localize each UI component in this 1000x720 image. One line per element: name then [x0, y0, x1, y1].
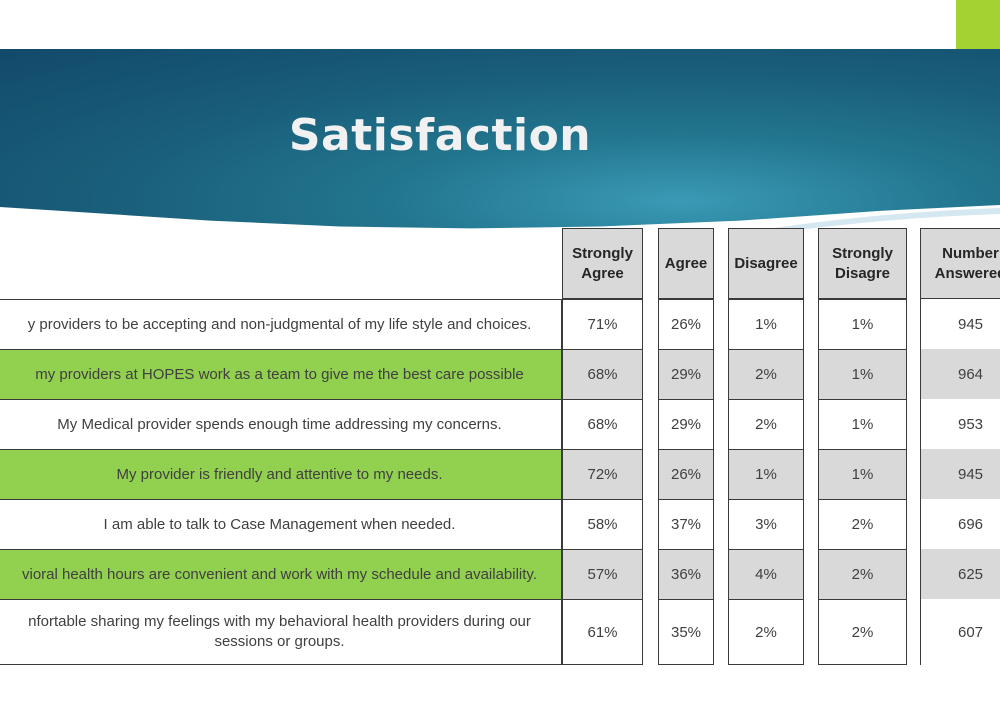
question-cell-text: My provider is friendly and attentive to… [116, 465, 443, 483]
col-disagree-value: 3% [728, 499, 804, 549]
col-disagree-value: 1% [728, 299, 804, 349]
col-number-answered-value: 945 [920, 299, 1000, 349]
col-number-answered-value-text: 945 [957, 315, 984, 333]
col-strongly-disagree-value: 1% [818, 449, 907, 499]
question-cell: I am able to talk to Case Management whe… [0, 499, 562, 549]
col-agree-value: 29% [658, 399, 714, 449]
col-strongly-agree-value-text: 61% [587, 623, 618, 641]
col-disagree-value-text: 4% [755, 566, 777, 583]
col-agree-value-text: 36% [670, 566, 702, 583]
col-strongly-agree-value-text: 68% [587, 416, 618, 433]
col-strongly-agree-value-text: 72% [587, 466, 618, 483]
col-disagree-value-text: 3% [755, 516, 777, 533]
col-number-answered-value-text: 964 [957, 365, 984, 383]
col-strongly-agree-value: 72% [562, 449, 643, 499]
header-col-agree-text: Agree [664, 254, 708, 272]
header-col-number-answered: Number Answered [920, 228, 1000, 299]
header-col-agree: Agree [658, 228, 714, 299]
title-banner [0, 49, 1000, 229]
header-col-strongly-agree: Strongly Agree [562, 228, 643, 299]
col-agree-value: 26% [658, 299, 714, 349]
header-col-strongly-disagree: Strongly Disagre [818, 228, 907, 299]
col-agree-value: 37% [658, 499, 714, 549]
question-cell: nfortable sharing my feelings with my be… [0, 599, 562, 665]
col-strongly-agree-value: 57% [562, 549, 643, 599]
col-agree-value-text: 35% [670, 623, 702, 641]
header-col-number-answered-text: Number Answered [934, 244, 1000, 282]
question-cell-text: My Medical provider spends enough time a… [57, 415, 502, 433]
col-number-answered-value: 607 [920, 599, 1000, 665]
col-number-answered-value-text: 625 [957, 565, 984, 583]
question-cell-text: my providers at HOPES work as a team to … [35, 365, 524, 383]
banner-swoosh [760, 208, 1000, 234]
question-cell-text: y providers to be accepting and non-judg… [27, 315, 532, 333]
col-disagree-value-text: 1% [755, 316, 777, 333]
col-number-answered-value-text: 607 [957, 623, 984, 641]
col-disagree-value-text: 2% [755, 366, 777, 383]
header-col-strongly-disagree-text: Strongly Disagre [832, 244, 893, 282]
col-strongly-disagree-value-text: 2% [851, 516, 874, 533]
col-agree-value: 35% [658, 599, 714, 665]
col-disagree-value: 2% [728, 399, 804, 449]
col-disagree-value: 2% [728, 599, 804, 665]
header-col-disagree: Disagree [728, 228, 804, 299]
col-number-answered-value-text: 953 [957, 415, 984, 433]
col-strongly-disagree-value: 2% [818, 549, 907, 599]
question-cell: y providers to be accepting and non-judg… [0, 299, 562, 349]
col-strongly-agree-value-text: 57% [587, 566, 618, 583]
col-disagree-value-text: 1% [755, 466, 777, 483]
col-strongly-agree-value-text: 68% [587, 366, 618, 383]
slide-title: Satisfaction [288, 110, 592, 161]
col-strongly-agree-value: 71% [562, 299, 643, 349]
col-strongly-disagree-value-text: 1% [851, 466, 874, 483]
col-agree-value-text: 26% [670, 316, 702, 333]
question-cell-text: nfortable sharing my feelings with my be… [28, 613, 531, 650]
col-strongly-agree-value-text: 58% [587, 516, 618, 533]
col-agree-value-text: 29% [670, 416, 702, 433]
col-number-answered-value: 696 [920, 499, 1000, 549]
col-disagree-value-text: 2% [755, 416, 777, 433]
col-disagree-value: 1% [728, 449, 804, 499]
col-number-answered-value: 625 [920, 549, 1000, 599]
col-number-answered-value: 953 [920, 399, 1000, 449]
header-col-strongly-agree-text: Strongly Agree [572, 244, 633, 282]
col-strongly-disagree-value-text: 2% [851, 566, 874, 583]
col-disagree-value-text: 2% [755, 623, 777, 641]
col-strongly-disagree-value-text: 2% [851, 623, 874, 641]
question-cell: my providers at HOPES work as a team to … [0, 349, 562, 399]
col-strongly-agree-value: 58% [562, 499, 643, 549]
col-agree-value: 29% [658, 349, 714, 399]
col-agree-value: 26% [658, 449, 714, 499]
col-strongly-disagree-value: 1% [818, 299, 907, 349]
col-number-answered-value: 964 [920, 349, 1000, 399]
col-strongly-agree-value: 68% [562, 349, 643, 399]
col-disagree-value: 4% [728, 549, 804, 599]
col-agree-value-text: 26% [670, 466, 702, 483]
question-cell: My provider is friendly and attentive to… [0, 449, 562, 499]
question-cell: vioral health hours are convenient and w… [0, 549, 562, 599]
col-strongly-disagree-value: 1% [818, 349, 907, 399]
col-disagree-value: 2% [728, 349, 804, 399]
col-number-answered-value-text: 696 [957, 515, 984, 533]
col-strongly-disagree-value: 1% [818, 399, 907, 449]
col-strongly-disagree-value: 2% [818, 499, 907, 549]
header-col-disagree-text: Disagree [734, 254, 798, 272]
question-cell-text: I am able to talk to Case Management whe… [103, 515, 456, 533]
question-cell: My Medical provider spends enough time a… [0, 399, 562, 449]
col-strongly-agree-value: 61% [562, 599, 643, 665]
col-strongly-agree-value: 68% [562, 399, 643, 449]
question-cell-text: vioral health hours are convenient and w… [21, 565, 537, 583]
col-agree-value-text: 37% [670, 516, 702, 533]
col-strongly-disagree-value-text: 1% [851, 316, 874, 333]
col-strongly-agree-value-text: 71% [587, 316, 618, 333]
col-strongly-disagree-value: 2% [818, 599, 907, 665]
col-number-answered-value: 945 [920, 449, 1000, 499]
col-strongly-disagree-value-text: 1% [851, 366, 874, 383]
col-strongly-disagree-value-text: 1% [851, 416, 874, 433]
col-agree-value: 36% [658, 549, 714, 599]
col-agree-value-text: 29% [670, 366, 702, 383]
col-number-answered-value-text: 945 [957, 465, 984, 483]
